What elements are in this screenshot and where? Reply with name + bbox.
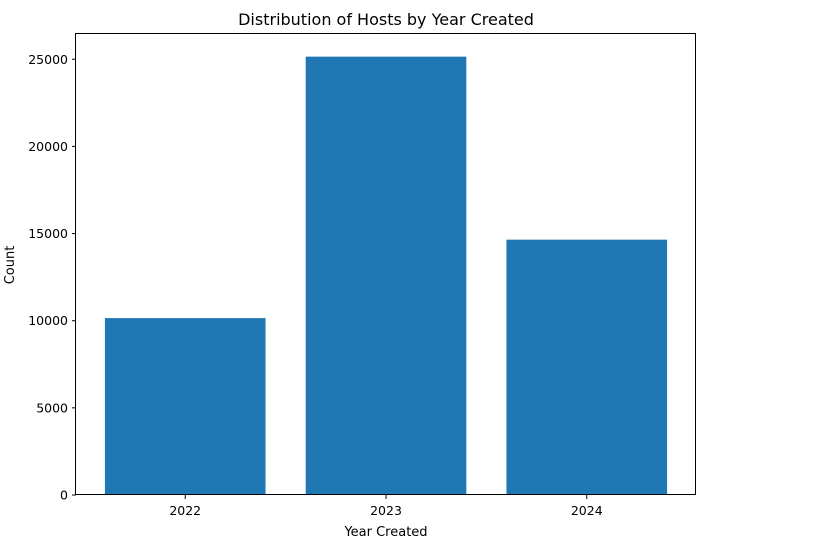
y-tick-label: 25000 [28, 52, 68, 67]
x-tick-label: 2024 [571, 503, 603, 518]
x-tick-label: 2022 [169, 503, 201, 518]
x-axis-ticks: 2022 2023 2024 [169, 495, 603, 518]
y-tick-label: 20000 [28, 139, 68, 154]
y-axis-ticks: 0 5000 10000 15000 20000 25000 [28, 52, 76, 503]
bars-group [104, 56, 668, 496]
y-tick-label: 5000 [36, 400, 68, 415]
plot-frame [75, 33, 696, 495]
bar-2022 [104, 318, 266, 495]
y-tick-label: 15000 [28, 226, 68, 241]
chart-title: Distribution of Hosts by Year Created [238, 10, 534, 29]
x-tick-label: 2023 [370, 503, 402, 518]
bar-2023 [305, 56, 467, 496]
bar-2024 [506, 239, 668, 495]
y-tick-label: 10000 [28, 313, 68, 328]
x-axis-label: Year Created [343, 525, 427, 540]
y-axis-label: Count [3, 246, 18, 285]
y-tick-label: 0 [60, 488, 68, 503]
